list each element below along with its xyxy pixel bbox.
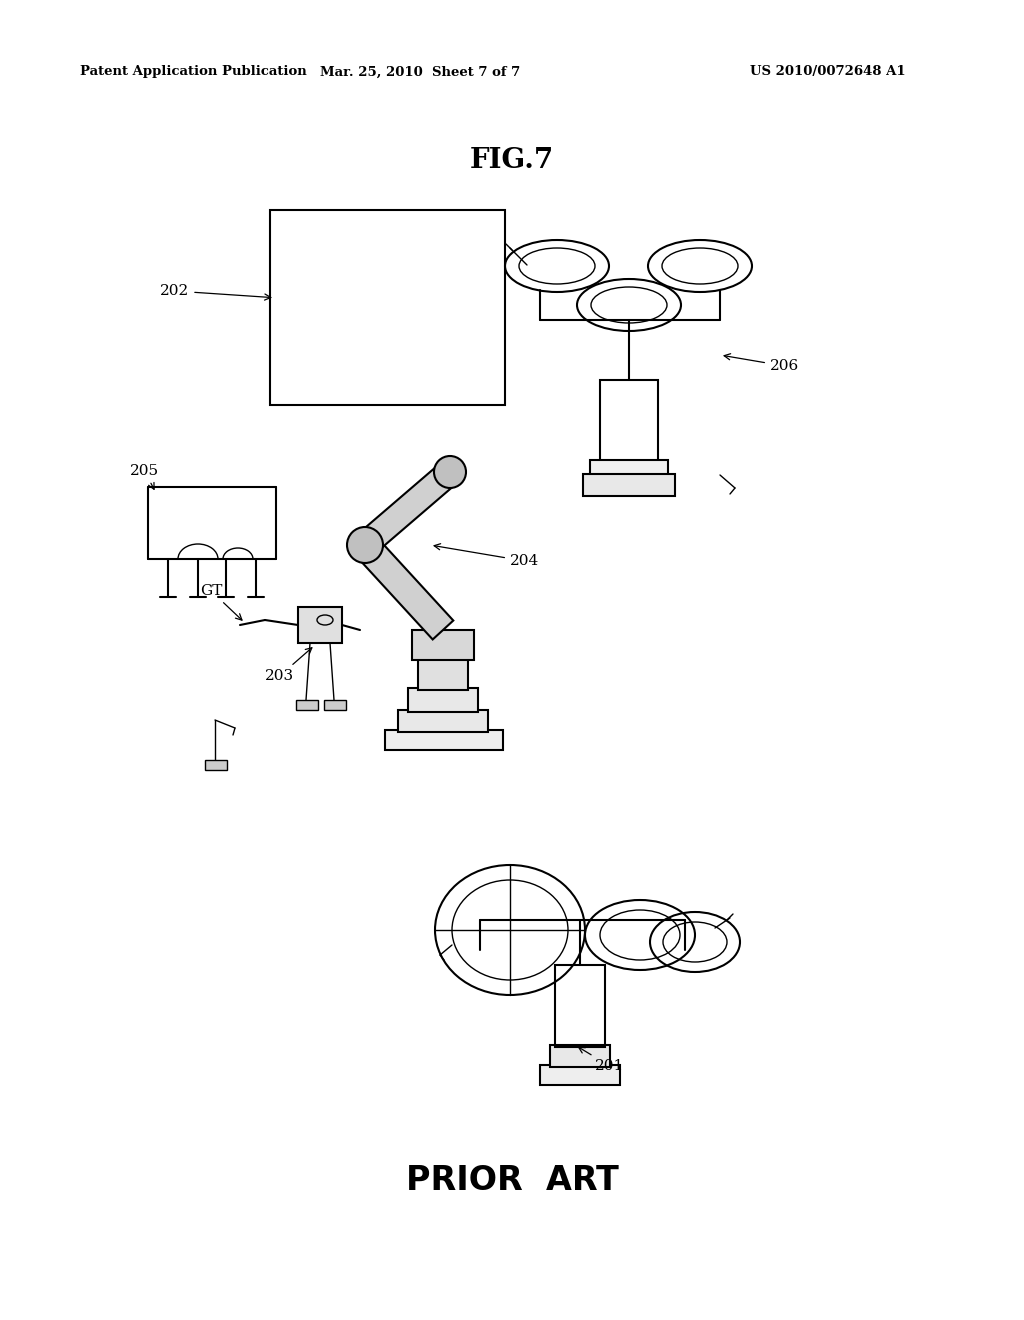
Text: FIG.7: FIG.7 (470, 147, 554, 173)
Polygon shape (356, 462, 459, 554)
Bar (600, 380, 658, 465)
Text: Mar. 25, 2010  Sheet 7 of 7: Mar. 25, 2010 Sheet 7 of 7 (319, 66, 520, 78)
Text: 204: 204 (434, 544, 540, 568)
Bar (583, 474, 675, 496)
Ellipse shape (434, 455, 466, 488)
Bar (408, 688, 478, 711)
Bar (555, 965, 605, 1047)
Text: Patent Application Publication: Patent Application Publication (80, 66, 307, 78)
Text: 203: 203 (265, 648, 312, 682)
Text: 206: 206 (724, 354, 800, 374)
Bar (205, 760, 227, 770)
Polygon shape (354, 536, 454, 639)
Bar (418, 657, 468, 690)
Text: GT: GT (200, 583, 242, 620)
Bar (550, 1045, 610, 1067)
Ellipse shape (347, 527, 383, 564)
Text: 202: 202 (160, 284, 270, 300)
Text: 205: 205 (130, 465, 159, 490)
Bar (324, 700, 346, 710)
Text: 201: 201 (579, 1047, 625, 1073)
Text: PRIOR  ART: PRIOR ART (406, 1163, 618, 1196)
Bar (298, 607, 342, 643)
Bar (540, 1065, 620, 1085)
Bar (590, 459, 668, 478)
Bar (296, 700, 318, 710)
Text: US 2010/0072648 A1: US 2010/0072648 A1 (750, 66, 905, 78)
Bar (412, 630, 474, 660)
Bar (398, 710, 488, 733)
Bar (385, 730, 503, 750)
Bar (270, 210, 505, 405)
